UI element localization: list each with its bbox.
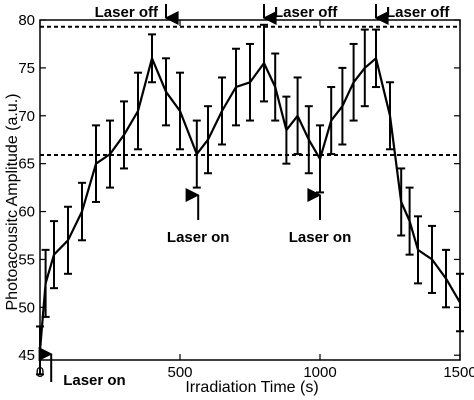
annotation-laser-on: Laser on: [167, 229, 230, 246]
y-axis-title: Photoacousitc Amplitude (a.u.): [4, 93, 21, 310]
y-tick-label: 60: [18, 204, 35, 221]
y-tick-label: 70: [18, 108, 35, 125]
x-tick-label: 500: [167, 364, 192, 381]
annotation-laser-off: Laser off: [95, 4, 159, 21]
plot-area: 0500100015004550556065707580Laser onLase…: [18, 4, 474, 389]
x-tick-label: 1000: [303, 364, 336, 381]
y-tick-label: 80: [18, 12, 35, 29]
annotation-laser-off: Laser off: [274, 4, 338, 21]
y-tick-label: 75: [18, 60, 35, 77]
x-tick-label: 1500: [443, 364, 474, 381]
plot-frame: [39, 19, 461, 361]
annotation-laser-on: Laser on: [289, 229, 352, 246]
y-tick-label: 65: [18, 156, 35, 173]
y-tick-label: 55: [18, 251, 35, 268]
series-line: [38, 57, 461, 351]
x-axis-title: Irradiation Time (s): [185, 379, 318, 396]
annotation-laser-off: Laser off: [386, 4, 450, 21]
annotation-laser-on: Laser on: [63, 372, 126, 389]
y-tick-label: 45: [18, 347, 35, 364]
y-tick-label: 50: [18, 299, 35, 316]
